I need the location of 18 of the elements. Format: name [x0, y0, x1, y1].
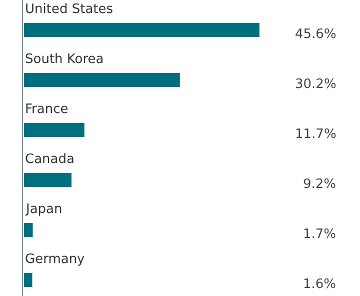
y-tick-label: South Korea: [25, 52, 104, 67]
y-tick-label: United States: [25, 2, 114, 17]
data-label: 9.2%: [303, 177, 336, 192]
bar: [24, 123, 84, 137]
y-tick-label: Japan: [25, 202, 62, 217]
bar: [24, 23, 260, 37]
bar: [24, 223, 33, 237]
y-tick-label: France: [25, 102, 68, 117]
bar: [24, 173, 72, 187]
data-label: 30.2%: [295, 77, 336, 92]
data-label: 11.7%: [295, 127, 336, 142]
y-tick-label: Canada: [25, 152, 74, 167]
data-label: 1.7%: [303, 227, 336, 242]
bar: [24, 273, 32, 287]
data-label: 45.6%: [295, 27, 336, 42]
data-label: 1.6%: [303, 277, 336, 292]
bar: [24, 73, 180, 87]
y-tick-label: Germany: [25, 252, 86, 267]
